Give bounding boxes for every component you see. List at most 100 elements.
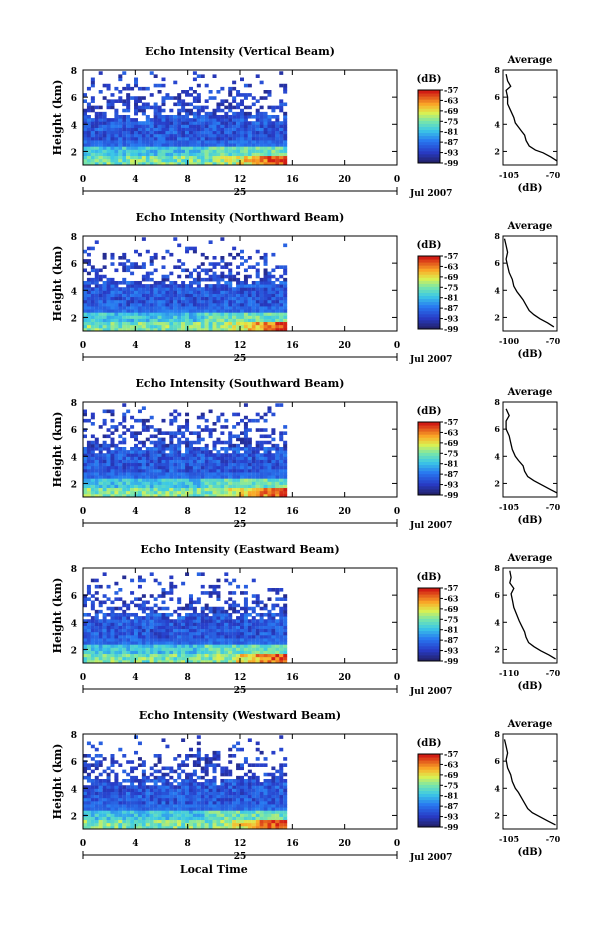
heatmap-cell	[212, 111, 217, 116]
heatmap-cell	[134, 807, 139, 811]
heatmap-cell	[126, 114, 131, 119]
heatmap-cell	[220, 265, 225, 269]
heatmap-cell	[118, 293, 123, 298]
heatmap-cell	[110, 262, 115, 266]
heatmap-cell	[243, 293, 248, 298]
heatmap-cell	[236, 465, 241, 470]
heatmap-cell	[259, 600, 264, 605]
heatmap-cell	[153, 810, 158, 814]
heatmap-cell	[283, 634, 288, 639]
heatmap-cell	[126, 305, 131, 310]
heatmap-cell	[181, 616, 186, 620]
heatmap-cell	[220, 133, 225, 138]
heatmap-cell	[161, 418, 166, 423]
heatmap-cell	[102, 757, 107, 761]
profile-title: Average	[507, 55, 553, 66]
heatmap-cell	[157, 754, 162, 758]
heatmap-cell	[208, 121, 213, 125]
heatmap-cell	[185, 118, 190, 122]
heatmap-cell	[157, 788, 162, 792]
heatmap-cell	[220, 462, 225, 467]
heatmap-cell	[153, 161, 158, 166]
heatmap-cell	[232, 321, 237, 326]
heatmap-cell	[86, 299, 91, 304]
heatmap-cell	[134, 327, 139, 332]
heatmap-cell	[114, 268, 119, 273]
heatmap-cell	[126, 124, 131, 128]
heatmap-cell	[145, 800, 150, 805]
heatmap-cell	[114, 656, 119, 661]
heatmap-cell	[145, 791, 150, 796]
heatmap-cell	[204, 133, 209, 138]
heatmap-cell	[110, 619, 115, 623]
heatmap-cell	[102, 572, 107, 576]
heatmap-cell	[83, 800, 87, 805]
heatmap-cell	[216, 312, 221, 316]
heatmap-cell	[118, 302, 123, 307]
heatmap-cell	[114, 775, 119, 780]
heatmap-cell	[90, 487, 95, 492]
heatmap-cell	[102, 484, 107, 489]
heatmap-cell	[134, 778, 139, 783]
heatmap-cell	[98, 327, 103, 332]
heatmap-cell	[110, 462, 115, 467]
heatmap-cell	[240, 102, 244, 107]
heatmap-cell	[90, 810, 95, 814]
heatmap-cell	[243, 93, 248, 97]
heatmap-cell	[153, 813, 158, 817]
heatmap-cell	[122, 114, 127, 119]
heatmap-cell	[173, 161, 178, 166]
heatmap-cell	[169, 296, 174, 301]
heatmap-cell	[110, 493, 115, 498]
heatmap-cell	[145, 490, 150, 495]
heatmap-cell	[255, 290, 260, 294]
x-tick-label: 16	[286, 175, 299, 185]
heatmap-cell	[153, 803, 158, 808]
heatmap-cell	[169, 315, 174, 319]
heatmap-cell	[259, 625, 264, 630]
month-label: Jul 2007	[409, 355, 452, 365]
heatmap-cell	[251, 155, 256, 160]
heatmap-cell	[236, 284, 241, 288]
heatmap-cell	[247, 265, 252, 269]
heatmap-cell	[94, 647, 99, 651]
heatmap-cell	[141, 782, 146, 786]
heatmap-cell	[106, 462, 111, 467]
heatmap-cell	[173, 637, 178, 642]
heatmap-cell	[208, 453, 213, 457]
heatmap-cell	[279, 102, 284, 107]
heatmap-cell	[106, 641, 111, 645]
heatmap-cell	[275, 443, 280, 448]
heatmap-cell	[86, 788, 91, 792]
heatmap-cell	[141, 290, 146, 294]
heatmap-cell	[200, 612, 205, 617]
heatmap-cell	[137, 622, 142, 626]
heatmap-cell	[110, 803, 115, 808]
heatmap-cell	[275, 471, 280, 476]
heatmap-cell	[216, 149, 221, 153]
heatmap-cell	[224, 315, 229, 319]
heatmap-cell	[134, 465, 139, 470]
heatmap-cell	[130, 127, 135, 132]
heatmap-cell	[126, 647, 131, 651]
heatmap-cell	[153, 305, 158, 310]
heatmap-cell	[86, 315, 91, 319]
heatmap-cell	[279, 312, 284, 316]
colorbar-swatch	[418, 618, 440, 622]
heatmap-cell	[122, 816, 127, 821]
heatmap-cell	[177, 628, 182, 633]
heatmap-cell	[86, 754, 91, 758]
heatmap-cell	[192, 158, 197, 163]
heatmap-cell	[255, 315, 260, 319]
heatmap-cell	[114, 597, 119, 601]
heatmap-cell	[283, 465, 288, 470]
heatmap-cell	[106, 302, 111, 307]
heatmap-cell	[279, 471, 284, 476]
heatmap-cell	[122, 609, 127, 614]
heatmap-cell	[126, 158, 131, 163]
heatmap-cell	[102, 321, 107, 326]
heatmap-cell	[283, 594, 288, 598]
heatmap-cell	[224, 265, 229, 269]
heatmap-cell	[275, 130, 280, 135]
heatmap-cell	[212, 96, 217, 100]
